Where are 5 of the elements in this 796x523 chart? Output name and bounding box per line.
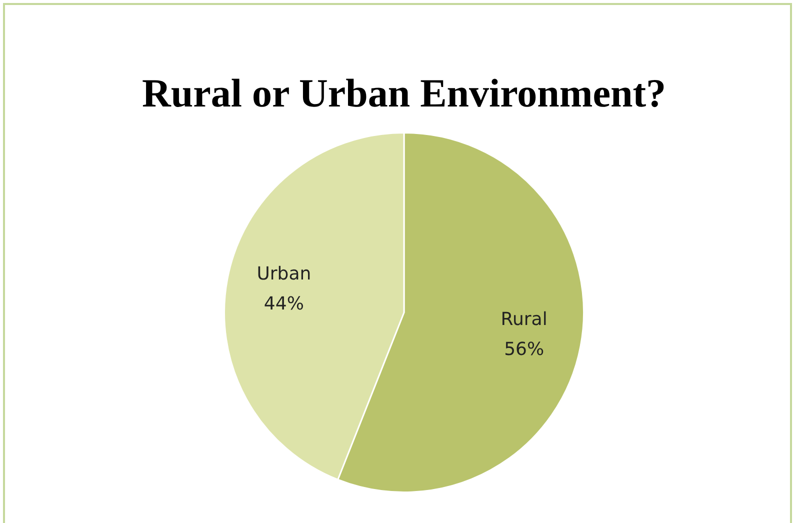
slice-label: Rural xyxy=(500,309,548,330)
chart-title: Rural or Urban Environment? xyxy=(142,70,666,116)
slice-label: Urban xyxy=(256,263,312,284)
data-label: 56% xyxy=(504,339,544,360)
data-label: 44% xyxy=(264,293,304,314)
